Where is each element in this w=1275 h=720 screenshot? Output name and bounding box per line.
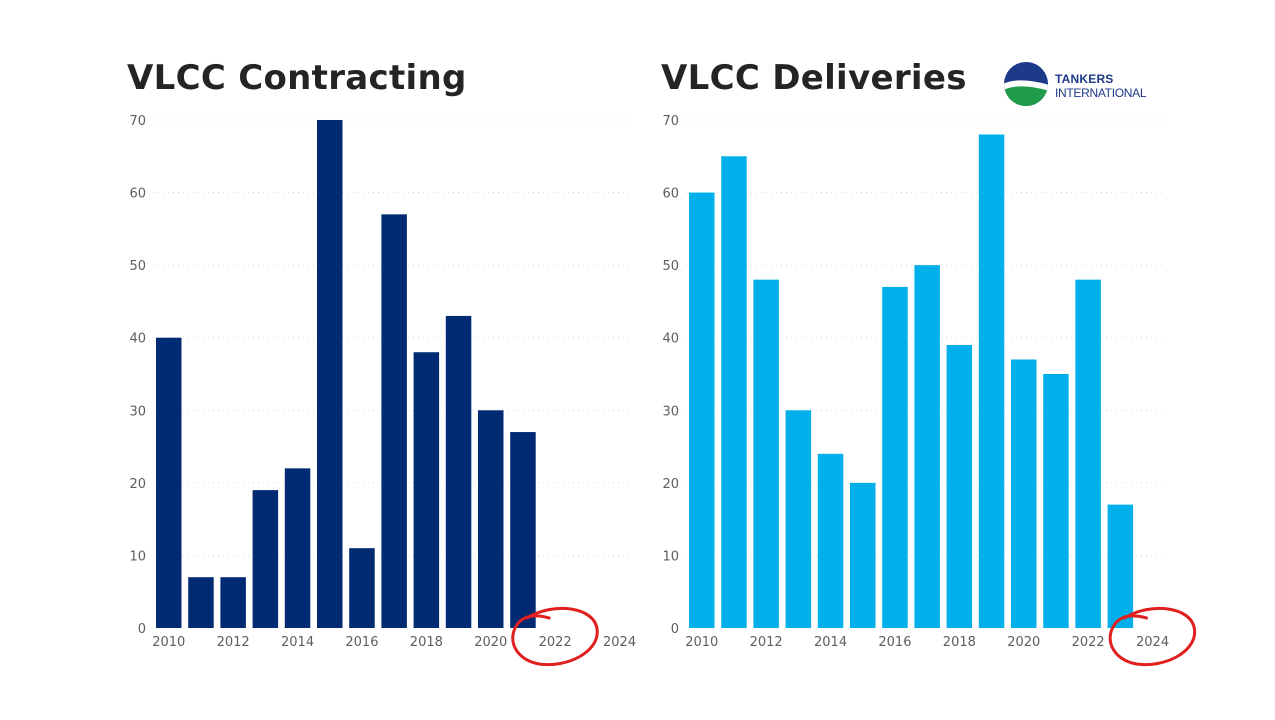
- bar-deliveries-2021: [1043, 374, 1069, 628]
- x-tick-label: 2020: [1007, 635, 1040, 650]
- y-tick-label: 40: [662, 332, 679, 347]
- bar-deliveries-2010: [689, 192, 715, 629]
- x-tick-label: 2018: [410, 635, 443, 650]
- bar-deliveries-2011: [721, 156, 747, 629]
- x-tick-label: 2012: [217, 635, 250, 650]
- y-tick-label: 0: [138, 622, 146, 637]
- bar-deliveries-2017: [914, 265, 940, 628]
- x-tick-label: 2022: [539, 635, 572, 650]
- chart-title-contracting: VLCC Contracting: [127, 58, 467, 98]
- y-tick-label: 10: [662, 549, 679, 564]
- x-tick-label: 2010: [152, 635, 185, 650]
- bar-deliveries-2020: [1011, 359, 1037, 628]
- bar-contracting-2011: [188, 577, 214, 628]
- y-tick-label: 60: [129, 187, 146, 202]
- y-tick-label: 50: [662, 259, 679, 274]
- x-tick-label: 2018: [943, 635, 976, 650]
- x-tick-label: 2014: [281, 635, 314, 650]
- x-tick-label: 2024: [603, 635, 636, 650]
- x-tick-label: 2012: [750, 635, 783, 650]
- y-tick-label: 30: [662, 404, 679, 419]
- logo-text-tankers: TANKERS: [1055, 72, 1114, 86]
- bar-contracting-2010: [156, 337, 182, 628]
- bar-deliveries-2012: [753, 279, 779, 628]
- bar-deliveries-2013: [785, 410, 812, 628]
- bar-deliveries-2016: [882, 286, 908, 628]
- bar-deliveries-2022: [1075, 279, 1101, 628]
- x-tick-label: 2022: [1072, 635, 1105, 650]
- bar-contracting-2012: [220, 577, 246, 628]
- tankers-international-globe-icon: [1004, 62, 1048, 106]
- bar-deliveries-2014: [817, 453, 844, 628]
- bar-contracting-2015: [317, 120, 343, 628]
- bar-contracting-2021: [510, 432, 536, 628]
- logo-text-international: INTERNATIONAL: [1055, 86, 1147, 100]
- x-tick-label: 2016: [878, 635, 911, 650]
- bar-contracting-2014: [284, 468, 311, 628]
- bar-deliveries-2023: [1107, 504, 1134, 628]
- y-tick-label: 70: [129, 114, 146, 129]
- y-tick-label: 10: [129, 549, 146, 564]
- bar-contracting-2016: [349, 548, 375, 628]
- x-tick-label: 2020: [474, 635, 507, 650]
- y-tick-label: 60: [662, 187, 679, 202]
- bar-deliveries-2018: [946, 344, 973, 628]
- bar-deliveries-2019: [978, 134, 1005, 628]
- bar-contracting-2020: [478, 410, 504, 628]
- chart-title-deliveries: VLCC Deliveries: [661, 58, 967, 98]
- red-circle-annotation: [1108, 606, 1197, 667]
- y-tick-label: 70: [662, 114, 679, 129]
- y-tick-label: 30: [129, 404, 146, 419]
- y-tick-label: 20: [129, 477, 146, 492]
- x-tick-label: 2016: [345, 635, 378, 650]
- y-tick-label: 0: [671, 622, 679, 637]
- bar-contracting-2018: [413, 352, 440, 628]
- bar-contracting-2013: [252, 490, 279, 628]
- bar-contracting-2017: [381, 214, 407, 629]
- bar-deliveries-2015: [850, 482, 876, 628]
- bar-contracting-2019: [445, 315, 472, 628]
- x-tick-label: 2010: [685, 635, 718, 650]
- y-tick-label: 50: [129, 259, 146, 274]
- y-tick-label: 40: [129, 332, 146, 347]
- red-circle-annotation: [511, 606, 599, 667]
- x-tick-label: 2014: [814, 635, 847, 650]
- y-tick-label: 20: [662, 477, 679, 492]
- x-tick-label: 2024: [1136, 635, 1169, 650]
